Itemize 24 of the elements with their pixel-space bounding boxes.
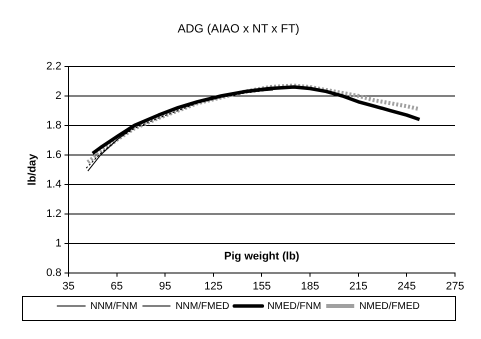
legend-label: NMED/FMED <box>359 300 420 312</box>
x-tick-label: 275 <box>446 280 464 292</box>
y-tick-label: 1.2 <box>46 208 62 220</box>
y-tick-label: 1.8 <box>46 119 62 132</box>
y-tick-label: 2 <box>55 90 62 102</box>
legend-label: NNM/FMED <box>175 300 230 312</box>
y-tick-label: 1.6 <box>46 148 62 161</box>
legend-label: NNM/FNM <box>90 300 138 312</box>
y-tick-label: 1 <box>55 237 62 250</box>
y-axis-title: lb/day <box>26 152 39 186</box>
y-tick-label: 0.8 <box>46 266 62 279</box>
x-tick-label: 215 <box>349 280 368 292</box>
y-tick-label: 2.2 <box>46 60 62 72</box>
x-tick-label: 35 <box>62 280 75 292</box>
x-tick-label: 65 <box>110 280 123 292</box>
legend-label: NMED/FNM <box>267 300 322 312</box>
x-tick-label: 95 <box>158 280 172 292</box>
x-axis-title: Pig weight (lb) <box>224 250 300 262</box>
y-tick-label: 1.4 <box>46 178 62 190</box>
x-tick-label: 125 <box>204 280 223 292</box>
x-tick-label: 155 <box>252 280 271 292</box>
x-tick-label: 245 <box>398 280 416 292</box>
chart-title: ADG (AIAO x NT x FT) <box>178 22 300 36</box>
x-tick-label: 185 <box>300 280 320 292</box>
